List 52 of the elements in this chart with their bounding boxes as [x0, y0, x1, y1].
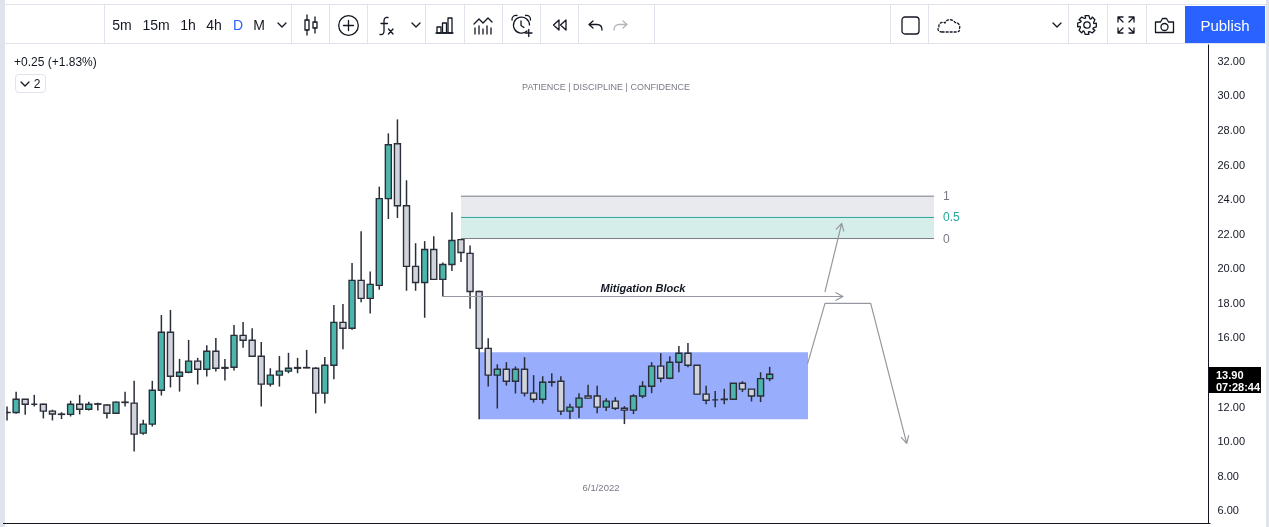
y-tick-label: 10.00: [1217, 435, 1246, 448]
y-tick-label: 18.00: [1217, 296, 1246, 309]
candlestick: [411, 242, 420, 292]
candlestick: [302, 349, 311, 369]
candlestick: [366, 270, 374, 315]
candlestick: [502, 361, 511, 387]
text: D: [232, 17, 244, 33]
candlestick: [548, 372, 556, 388]
annotation: Mitigation Block: [600, 281, 686, 293]
y-tick-label: 22.00: [1217, 227, 1246, 240]
candlestick: [275, 355, 284, 388]
text: 07:28:44: [1216, 380, 1261, 392]
annotation: +0.25 (+1.83%): [14, 55, 97, 69]
y-tick-label: 12.00: [1217, 400, 1246, 413]
candlestick: [756, 371, 765, 403]
y-tick-label: 8.00: [1217, 469, 1239, 482]
text: 4h: [206, 17, 222, 33]
candlestick: [75, 394, 84, 416]
candlestick: [175, 358, 184, 393]
candlestick: [657, 352, 665, 383]
y-tick-label: 28.00: [1217, 123, 1246, 136]
text: 5m: [112, 17, 132, 33]
annotation: 1: [943, 189, 950, 203]
y-tick-label: 16.00: [1217, 331, 1246, 344]
annotation: 0: [943, 231, 950, 246]
y-tick-label: 24.00: [1217, 193, 1246, 206]
candlestick: [266, 367, 275, 388]
y-tick-label: 6.00: [1217, 504, 1239, 517]
candlestick: [284, 352, 293, 374]
y-tick-label: 20.00: [1217, 262, 1246, 275]
candlestick: [539, 375, 547, 405]
text: Publish: [1200, 16, 1250, 34]
text: M: [253, 17, 265, 33]
text: PATIENCE | DISCIPLINE | CONFIDENCE: [522, 81, 690, 92]
candlestick: [194, 357, 202, 386]
text: 15m: [142, 17, 170, 33]
annotation: 0.5: [943, 210, 960, 224]
candlestick: [629, 393, 638, 415]
annotation: 2: [33, 77, 41, 91]
candlestick: [647, 361, 656, 394]
y-tick-label: 26.00: [1217, 158, 1246, 171]
candlestick: [511, 365, 520, 395]
annotation: 6/1/2022: [582, 482, 620, 494]
text: 13.90: [1216, 368, 1244, 380]
text: 1h: [180, 17, 196, 33]
candlestick: [493, 363, 501, 410]
candlestick: [529, 374, 538, 404]
candlestick: [520, 356, 529, 398]
y-tick-label: 30.00: [1217, 89, 1246, 102]
y-tick-label: 32.00: [1217, 54, 1246, 67]
candlestick: [184, 339, 193, 374]
candlestick: [203, 344, 211, 378]
